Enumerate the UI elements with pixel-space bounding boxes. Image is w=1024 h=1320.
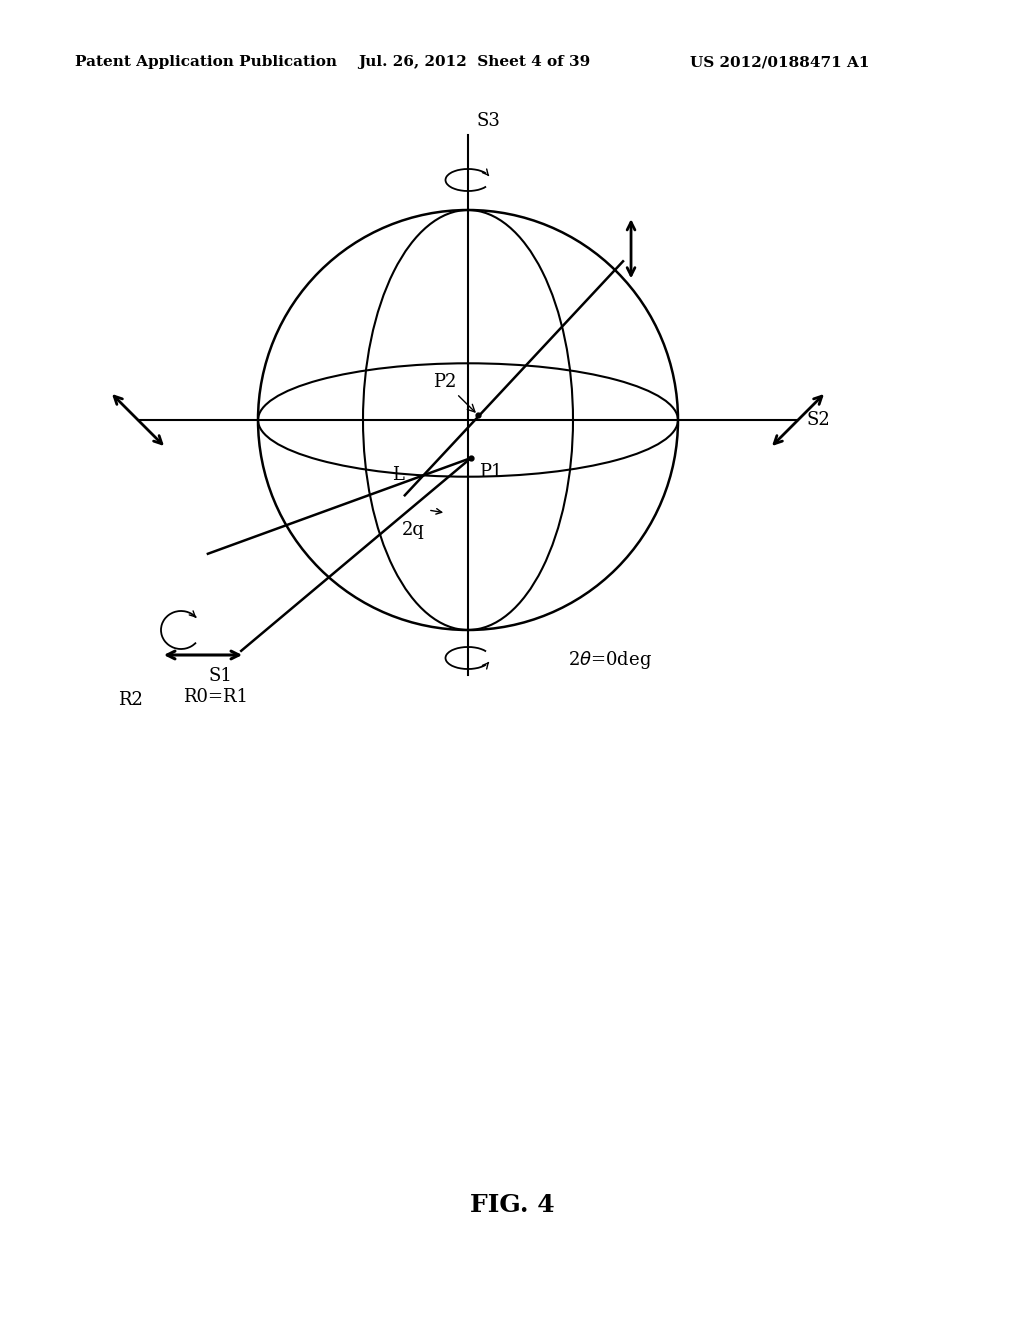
Text: P2: P2 bbox=[433, 374, 475, 412]
Text: P1: P1 bbox=[479, 463, 503, 480]
Text: Jul. 26, 2012  Sheet 4 of 39: Jul. 26, 2012 Sheet 4 of 39 bbox=[358, 55, 590, 69]
Text: 2$\theta$=0deg: 2$\theta$=0deg bbox=[568, 649, 652, 671]
Text: R2: R2 bbox=[118, 690, 143, 709]
Text: S2: S2 bbox=[806, 411, 829, 429]
Text: S3: S3 bbox=[476, 112, 500, 129]
Text: R0=R1: R0=R1 bbox=[183, 688, 248, 706]
Text: Patent Application Publication: Patent Application Publication bbox=[75, 55, 337, 69]
Text: S1: S1 bbox=[208, 667, 231, 685]
Text: L: L bbox=[392, 466, 403, 484]
Text: FIG. 4: FIG. 4 bbox=[470, 1193, 554, 1217]
Text: 2q: 2q bbox=[401, 521, 424, 539]
Text: US 2012/0188471 A1: US 2012/0188471 A1 bbox=[690, 55, 869, 69]
